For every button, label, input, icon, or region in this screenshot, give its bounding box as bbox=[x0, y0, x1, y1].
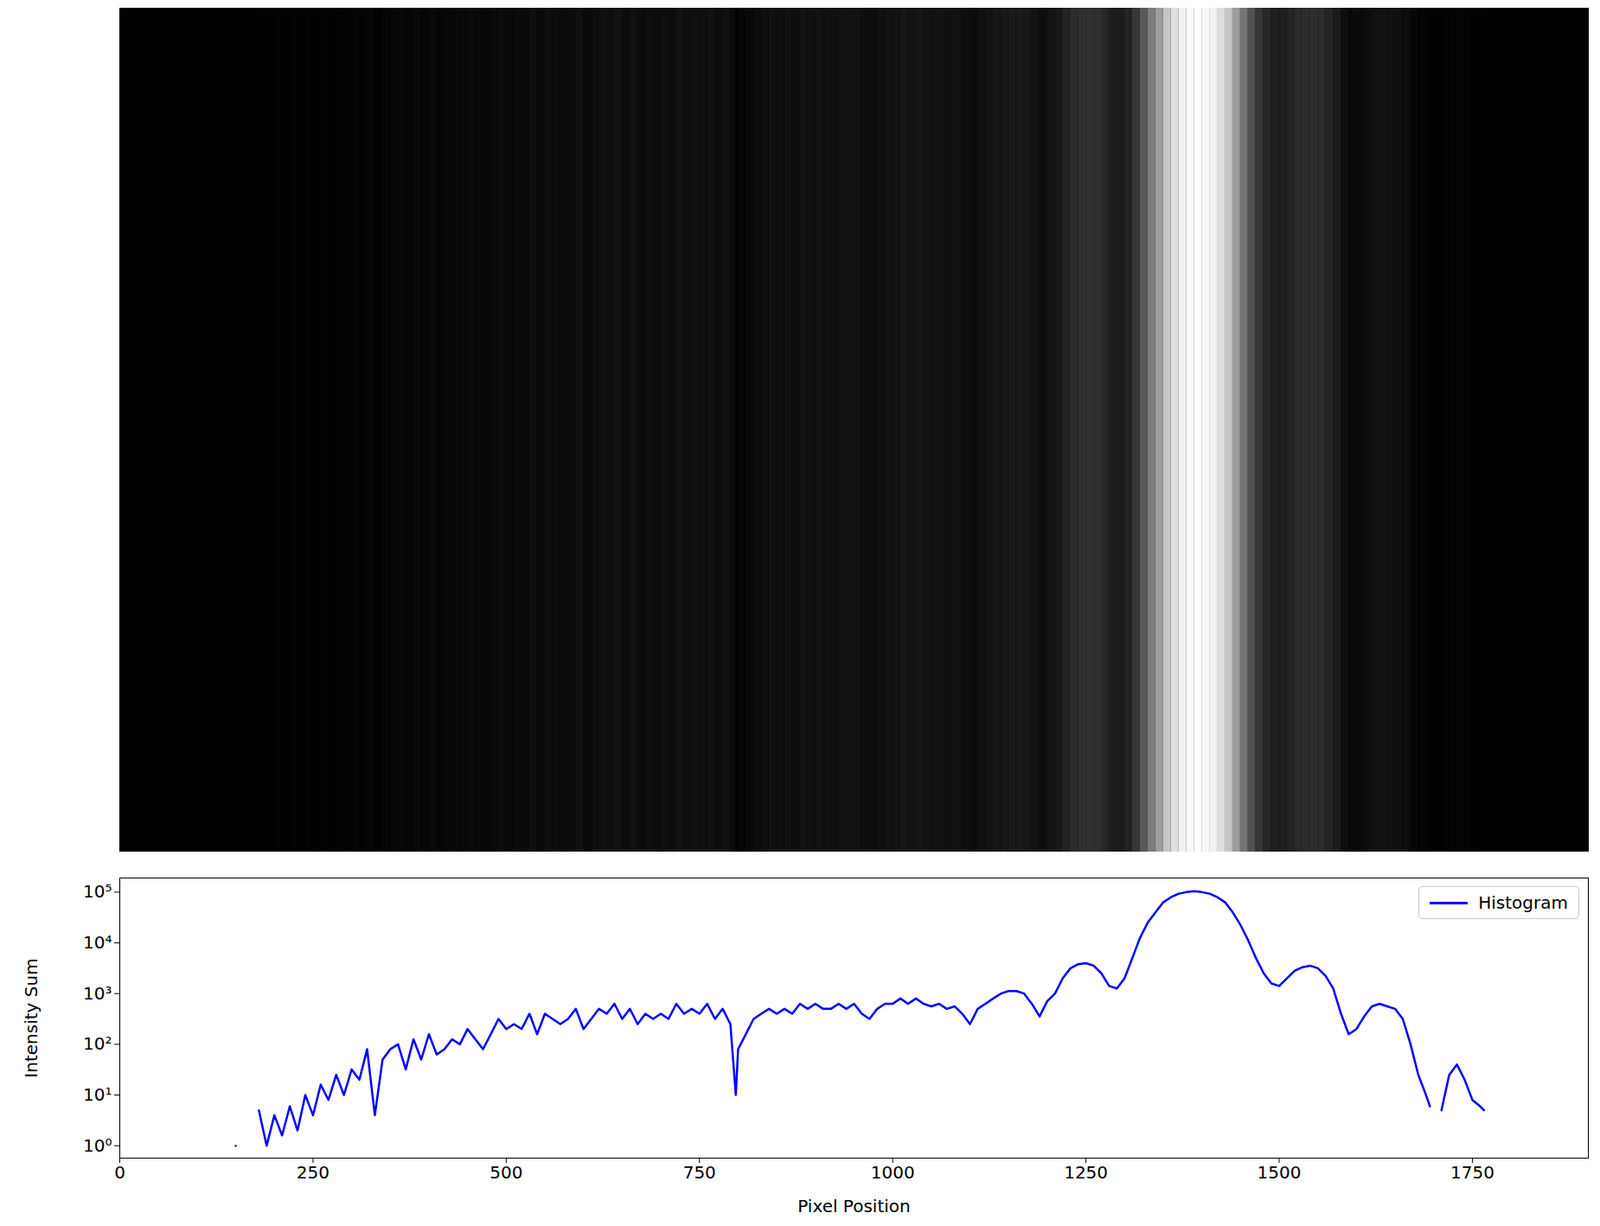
svg-text:250: 250 bbox=[296, 1162, 330, 1184]
svg-text:750: 750 bbox=[683, 1162, 717, 1184]
svg-text:1750: 1750 bbox=[1450, 1162, 1495, 1184]
svg-text:10⁵: 10⁵ bbox=[83, 881, 112, 903]
svg-text:10⁴: 10⁴ bbox=[83, 932, 112, 954]
svg-text:1250: 1250 bbox=[1063, 1162, 1108, 1184]
svg-text:10³: 10³ bbox=[83, 983, 112, 1005]
svg-text:Intensity Sum: Intensity Sum bbox=[20, 958, 42, 1078]
svg-text:500: 500 bbox=[489, 1162, 523, 1184]
svg-text:1500: 1500 bbox=[1257, 1162, 1302, 1184]
svg-text:Pixel Position: Pixel Position bbox=[797, 1196, 911, 1217]
svg-text:10¹: 10¹ bbox=[83, 1084, 112, 1106]
svg-text:10²: 10² bbox=[83, 1033, 112, 1055]
svg-text:0: 0 bbox=[114, 1162, 126, 1184]
html-text:Histogram: Histogram bbox=[1478, 892, 1568, 914]
svg-text:10⁰: 10⁰ bbox=[83, 1135, 112, 1157]
svg-text:1000: 1000 bbox=[870, 1162, 916, 1184]
